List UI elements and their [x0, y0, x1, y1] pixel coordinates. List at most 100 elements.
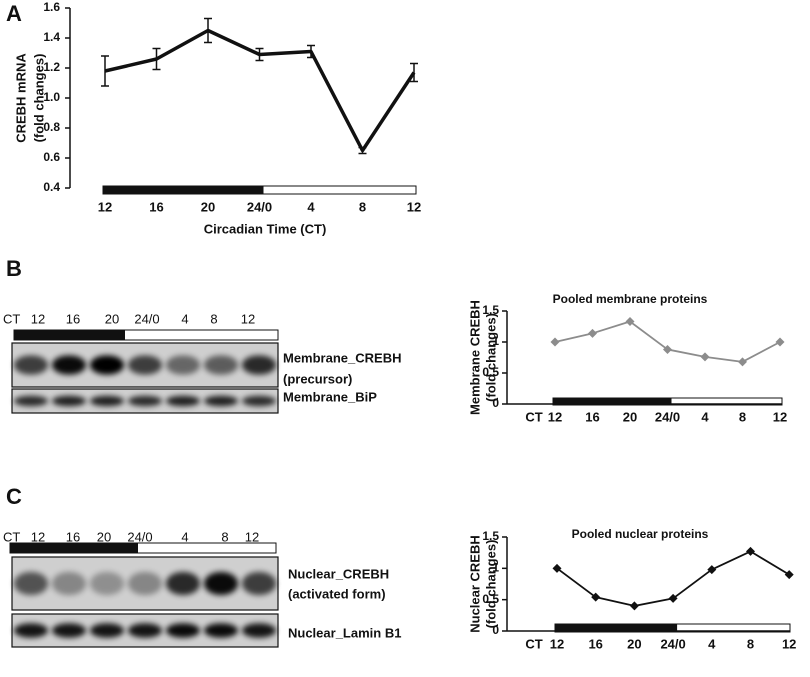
blot-band: [241, 395, 277, 407]
dark-phase-bar: [555, 624, 678, 632]
x-tick-label: 16: [585, 409, 599, 424]
y-tick-label: 0: [492, 396, 499, 410]
error-bar: [410, 62, 418, 83]
blot-band: [51, 355, 87, 375]
x-prefix: CT: [525, 409, 542, 424]
data-point: [552, 563, 562, 573]
error-bar: [101, 55, 109, 87]
y-tick-label: 0: [492, 623, 499, 637]
blot-band: [13, 395, 49, 407]
panel-label: A: [6, 1, 22, 26]
data-point: [625, 317, 635, 327]
y-tick-label: 1.4: [43, 30, 60, 44]
lane-label: 20: [105, 311, 119, 326]
x-tick-label: 12: [98, 199, 112, 214]
x-tick-label: 12: [550, 636, 564, 651]
data-point: [668, 593, 678, 603]
dark-phase-bar: [14, 330, 125, 340]
blot-label: (precursor): [283, 371, 352, 386]
blot-label: Membrane_BiP: [283, 389, 377, 404]
blot-band: [51, 623, 87, 638]
x-tick-label: 24/0: [655, 409, 680, 424]
data-point: [550, 337, 560, 347]
blot-band: [203, 571, 239, 596]
blot-band: [13, 571, 49, 596]
dark-phase-bar: [553, 398, 672, 405]
blot-band: [127, 355, 163, 375]
data-point: [738, 357, 747, 367]
y-tick-label: 1: [492, 561, 499, 575]
x-tick-label: 8: [359, 199, 366, 214]
data-point: [784, 570, 794, 580]
x-tick-label: 4: [701, 409, 709, 424]
y-tick-label: 0.8: [43, 120, 60, 134]
lane-label: 16: [66, 311, 80, 326]
blot-band: [241, 355, 277, 375]
lane-label: 12: [241, 311, 255, 326]
blot-band: [203, 623, 239, 638]
dark-phase-bar: [103, 186, 264, 194]
x-tick-label: 8: [747, 636, 754, 651]
y-axis-label: CREBH mRNA: [13, 53, 28, 143]
data-point: [775, 337, 785, 347]
blot-label: Membrane_CREBH: [283, 350, 401, 365]
blot-band: [51, 395, 87, 407]
blot-band: [241, 571, 277, 596]
lane-label: 20: [97, 529, 111, 544]
data-point: [746, 546, 755, 556]
blot-label: Nuclear_CREBH: [288, 566, 389, 581]
blot-band: [13, 623, 49, 638]
error-bar: [358, 146, 367, 155]
lane-label: 12: [245, 529, 259, 544]
panel-label: C: [6, 484, 22, 509]
data-point: [629, 601, 639, 611]
blot-band: [127, 623, 163, 638]
x-tick-label: 12: [548, 409, 562, 424]
x-tick-label: 24/0: [247, 199, 272, 214]
y-tick-label: 0.5: [482, 592, 499, 606]
error-bar: [307, 44, 315, 59]
data-point: [700, 352, 710, 362]
x-tick-label: 12: [782, 636, 796, 651]
x-tick-label: 20: [627, 636, 641, 651]
y-tick-label: 0.6: [43, 150, 60, 164]
blot-band: [89, 395, 125, 407]
y-tick-label: 1.6: [43, 0, 60, 14]
y-tick-label: 1.2: [43, 60, 60, 74]
x-tick-label: 24/0: [660, 636, 685, 651]
lane-label: 8: [221, 529, 228, 544]
y-tick-label: 1.0: [43, 90, 60, 104]
lane-label: 8: [210, 311, 217, 326]
x-tick-label: 12: [773, 409, 787, 424]
blot-label: (activated form): [288, 586, 386, 601]
lane-label: 4: [181, 311, 188, 326]
blot-band: [89, 623, 125, 638]
x-tick-label: 20: [623, 409, 637, 424]
data-line: [554, 320, 781, 363]
blot-band: [165, 355, 201, 375]
lane-label: 24/0: [134, 311, 159, 326]
x-tick-label: 4: [708, 636, 716, 651]
blot-band: [165, 395, 201, 407]
y-axis-label: (fold changes): [483, 313, 498, 402]
x-prefix: CT: [525, 636, 542, 651]
data-point: [591, 592, 601, 602]
chart-title: Pooled membrane proteins: [553, 292, 708, 306]
y-axis-label: (fold changes): [483, 540, 498, 629]
x-axis-label: Circadian Time (CT): [204, 221, 327, 236]
panel-label: B: [6, 256, 22, 281]
x-tick-label: 8: [739, 409, 746, 424]
y-tick-label: 1.5: [482, 529, 499, 543]
x-tick-label: 4: [307, 199, 315, 214]
lane-label: 12: [31, 529, 45, 544]
data-point: [663, 344, 672, 354]
blot-band: [127, 571, 163, 596]
lane-label: 16: [66, 529, 80, 544]
blot-band: [127, 395, 163, 407]
x-tick-label: 12: [407, 199, 421, 214]
y-axis-label: Nuclear CREBH: [467, 535, 482, 633]
blot-label: Nuclear_Lamin B1: [288, 625, 401, 640]
lane-label: CT: [3, 529, 20, 544]
error-bar: [255, 47, 264, 62]
